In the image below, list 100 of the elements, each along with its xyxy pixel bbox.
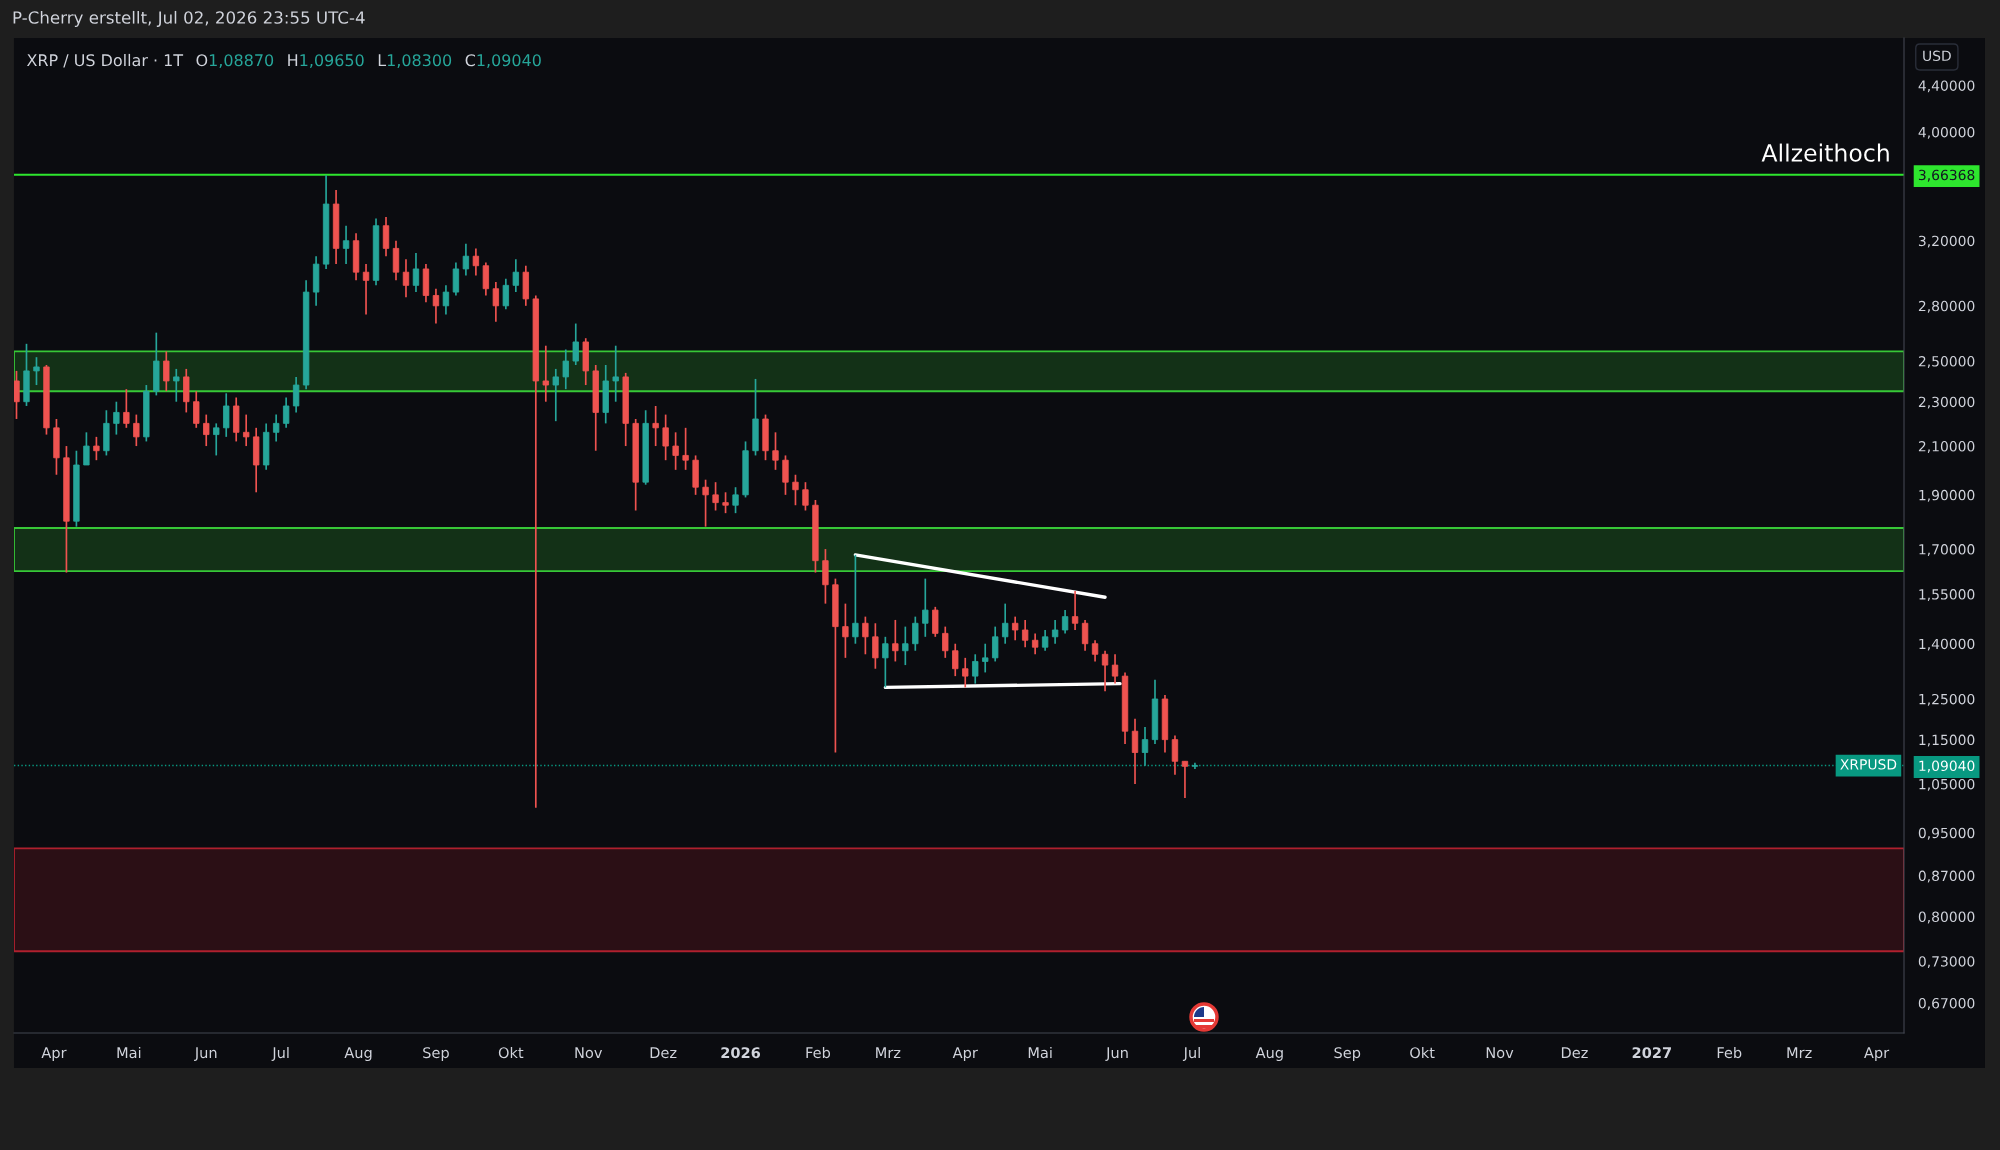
- text: XRP / US Dollar · 1T: [26, 53, 184, 68]
- x-tick-label: Nov: [1486, 1047, 1514, 1059]
- candlestick: [432, 287, 440, 325]
- candlestick: [782, 454, 789, 496]
- candlestick: [962, 657, 969, 689]
- candlestick: [133, 413, 140, 447]
- y-tick-label: 2,50000: [1918, 356, 1975, 368]
- x-tick-label: 2027: [1632, 1047, 1671, 1059]
- candlestick: [412, 252, 420, 293]
- x-tick-label: Jul: [271, 1046, 289, 1061]
- candlestick: [1002, 602, 1009, 645]
- candlestick: [1131, 718, 1139, 785]
- candlestick: [862, 615, 869, 656]
- candlestick: [392, 239, 400, 282]
- x-tick-label: 2026: [721, 1047, 761, 1059]
- y-tick-label: 1,90000: [1919, 489, 1975, 502]
- candlestick: [33, 356, 40, 386]
- candlestick: [662, 413, 669, 462]
- y-tick-label: 1,25000: [1919, 693, 1975, 706]
- candlestick: [1181, 760, 1189, 799]
- candlestick: [542, 344, 549, 403]
- candlestick: [672, 431, 679, 471]
- candlestick: [1061, 609, 1069, 635]
- candlestick: [113, 400, 120, 436]
- y-tick-label: 1,09040: [1919, 760, 1975, 773]
- candlestick: [652, 405, 659, 447]
- y-axis-title: USD: [1923, 50, 1951, 62]
- candlestick: [952, 642, 959, 677]
- candlestick: [702, 478, 709, 528]
- candlestick: [1141, 726, 1149, 767]
- x-tick-label: Okt: [1410, 1046, 1435, 1059]
- candlestick: [872, 622, 879, 670]
- y-tick-label: 1,05000: [1919, 778, 1975, 791]
- x-tick-label: Sep: [423, 1047, 449, 1061]
- candlestick: [1071, 590, 1079, 631]
- candlestick: [452, 261, 460, 297]
- candlestick: [402, 258, 410, 299]
- candlestick: [922, 577, 929, 638]
- candlestick: [223, 392, 230, 438]
- x-tick-label: Mai: [1028, 1046, 1052, 1059]
- candlestick: [712, 481, 719, 512]
- candlestick: [173, 368, 180, 403]
- candlestick: [802, 481, 809, 512]
- candlestick: [892, 619, 899, 663]
- candlestick: [1081, 619, 1089, 652]
- candlestick: [1171, 734, 1179, 776]
- candlestick: [772, 431, 779, 471]
- candlestick: [272, 413, 280, 443]
- candlestick: [442, 284, 450, 316]
- candlestick: [93, 436, 100, 462]
- x-tick-label: Okt: [498, 1046, 524, 1059]
- candlestick: [292, 376, 300, 414]
- y-tick-label: 0,73000: [1918, 956, 1975, 969]
- candlestick: [243, 413, 250, 447]
- x-tick-label: Dez: [650, 1047, 677, 1059]
- y-tick-label: 1,55000: [1919, 589, 1975, 601]
- x-tick-label: Jul: [1182, 1046, 1200, 1061]
- candlestick: [572, 322, 579, 366]
- candlestick: [1031, 632, 1039, 656]
- x-tick-label: Feb: [1717, 1046, 1742, 1059]
- candlestick: [902, 625, 909, 666]
- candlestick: [1111, 653, 1119, 685]
- candlestick: [1012, 615, 1019, 642]
- x-tick-label: Sep: [1334, 1047, 1361, 1061]
- candlestick: [942, 625, 949, 659]
- y-tick-label: 0,87000: [1918, 870, 1975, 883]
- candlestick: [612, 344, 619, 403]
- x-tick-label: Apr: [1864, 1047, 1890, 1061]
- candlestick: [213, 422, 220, 457]
- y-tick-label: 0,80000: [1918, 911, 1975, 924]
- candlestick: [882, 635, 889, 689]
- x-tick-label: Dez: [1561, 1047, 1588, 1059]
- text: O1,08870 H1,09650 L1,08300 C1,09040: [196, 54, 541, 68]
- candlestick: [1101, 649, 1109, 693]
- candlestick: [123, 388, 130, 429]
- y-tick-label: 2,30000: [1918, 396, 1975, 409]
- candlestick: [562, 348, 569, 390]
- candlestick: [203, 413, 210, 447]
- candlestick: [83, 431, 90, 466]
- candlestick: [163, 350, 170, 393]
- y-tick-label: 1,40000: [1919, 638, 1975, 651]
- x-tick-label: Nov: [575, 1047, 603, 1059]
- candlestick: [512, 258, 519, 293]
- candlestick: [14, 370, 20, 420]
- x-tick-label: Apr: [952, 1047, 978, 1061]
- y-tick-label: 4,40000: [1918, 80, 1975, 93]
- x-tick-label: Mrz: [876, 1047, 901, 1058]
- candlestick: [1091, 639, 1099, 663]
- y-tick-label: 2,10000: [1918, 441, 1975, 453]
- x-tick-label: Mrz: [1787, 1047, 1812, 1058]
- x-tick-label: Aug: [344, 1047, 372, 1061]
- y-tick-label: 3,20000: [1918, 235, 1975, 248]
- candlestick: [282, 396, 290, 429]
- candlestick: [992, 625, 999, 663]
- candlestick: [972, 653, 979, 685]
- y-tick-label: 2,80000: [1918, 300, 1975, 313]
- candlestick: [912, 615, 919, 652]
- x-tick-label: Apr: [41, 1047, 67, 1061]
- candlestick: [193, 390, 200, 429]
- y-tick-label: 4,00000: [1918, 126, 1975, 139]
